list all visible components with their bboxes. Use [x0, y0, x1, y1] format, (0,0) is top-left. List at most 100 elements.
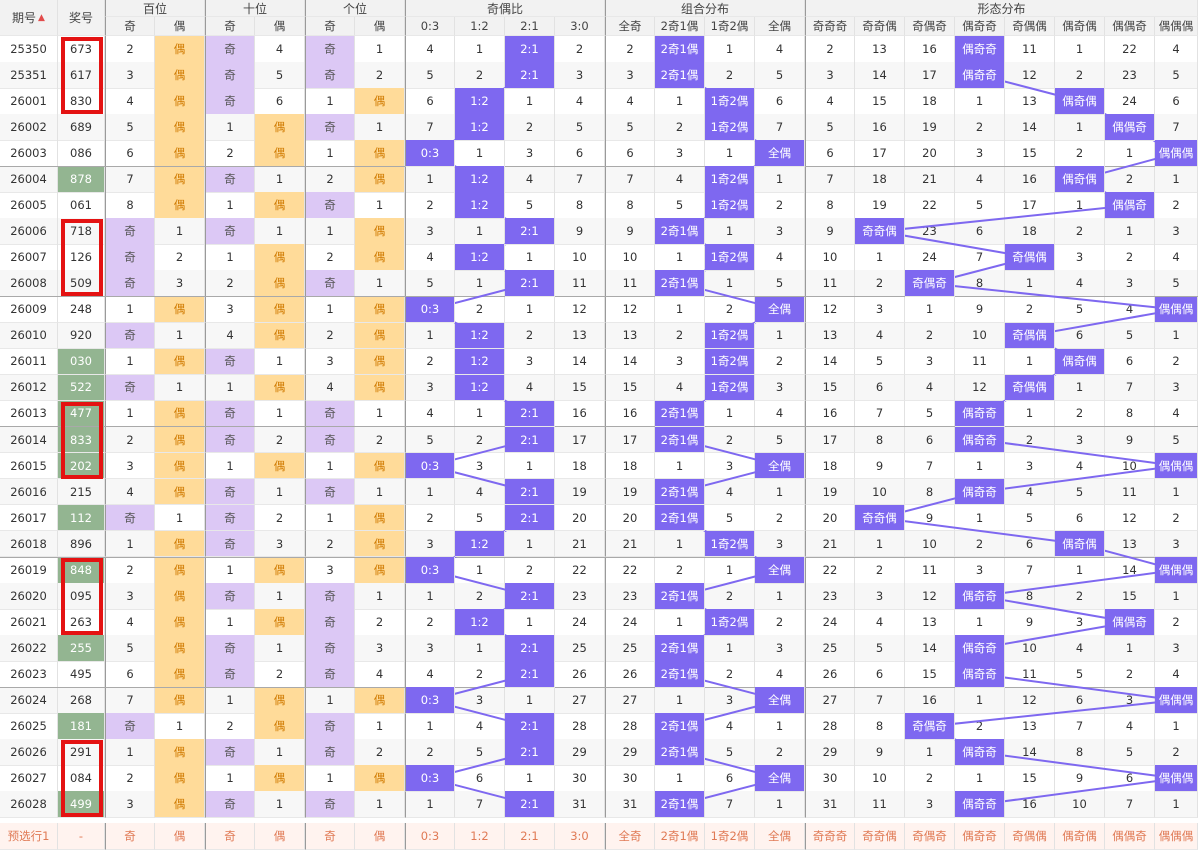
combo-cell: 5	[605, 114, 655, 141]
ratio-cell: 1:2	[455, 88, 505, 115]
shape-cell: 10	[955, 322, 1005, 350]
sub-header-combo-3: 全偶	[755, 17, 805, 36]
ratio-cell: 5	[405, 426, 455, 454]
prediction-option[interactable]: 2:1	[505, 823, 555, 850]
shape-cell: 3	[855, 583, 905, 610]
digit-parity-cell: 3	[105, 791, 155, 818]
prediction-option[interactable]: 3:0	[555, 823, 605, 850]
issue-cell: 26016	[0, 478, 58, 506]
shape-cell: 17	[905, 62, 955, 89]
ratio-cell: 2	[505, 114, 555, 141]
sub-header-ratio-3: 3:0	[555, 17, 605, 36]
prediction-option[interactable]: 奇偶奇	[905, 823, 955, 850]
sub-header-shape-7: 偶偶偶	[1155, 17, 1198, 36]
combo-cell: 1奇2偶	[705, 88, 755, 115]
digit-parity-cell: 1	[255, 583, 305, 610]
ratio-cell: 1:2	[455, 322, 505, 350]
prediction-option[interactable]: 偶奇偶	[1055, 823, 1105, 850]
digit-parity-cell: 7	[105, 166, 155, 193]
sub-header-shape-0: 奇奇奇	[805, 17, 855, 36]
shape-cell: 偶偶偶	[1155, 687, 1198, 714]
shape-cell: 奇偶偶	[1005, 374, 1055, 402]
digit-parity-cell: 奇	[305, 192, 355, 219]
combo-cell: 9	[605, 218, 655, 245]
ratio-cell: 2:1	[505, 270, 555, 297]
shape-cell: 2	[1055, 218, 1105, 245]
ratio-cell: 5	[405, 62, 455, 89]
ratio-cell: 13	[555, 322, 605, 350]
shape-cell: 23	[1105, 62, 1155, 89]
prediction-option[interactable]: 偶偶偶	[1155, 823, 1198, 850]
combo-cell: 5	[755, 426, 805, 454]
prediction-option[interactable]: 2奇1偶	[655, 823, 705, 850]
sort-arrow-icon[interactable]: ▲	[38, 12, 45, 23]
ratio-cell: 2:1	[505, 62, 555, 89]
prediction-option[interactable]: 偶偶奇	[1105, 823, 1155, 850]
shape-cell: 偶偶偶	[1155, 140, 1198, 167]
shape-cell: 4	[1055, 635, 1105, 662]
combo-cell: 31	[605, 791, 655, 818]
shape-cell: 1	[1105, 635, 1155, 662]
shape-cell: 12	[955, 374, 1005, 402]
group-header-units: 个位	[305, 0, 405, 17]
digit-parity-cell: 1	[355, 114, 405, 141]
prediction-option[interactable]: 奇奇奇	[805, 823, 855, 850]
combo-cell: 全偶	[755, 557, 805, 584]
sub-header-even: 偶	[355, 17, 405, 36]
row-group-divider	[0, 165, 1198, 167]
group-header-combo: 组合分布	[605, 0, 805, 17]
ratio-cell: 7	[555, 166, 605, 193]
shape-cell: 9	[1105, 426, 1155, 454]
ratio-cell: 1:2	[455, 530, 505, 558]
column-header-draw: 奖号	[58, 0, 105, 36]
prediction-option[interactable]: 奇	[105, 823, 155, 850]
combo-cell: 2奇1偶	[655, 713, 705, 740]
column-header-issue[interactable]: 期号 ▲	[0, 0, 58, 36]
prediction-option[interactable]: 1奇2偶	[705, 823, 755, 850]
prediction-row-label[interactable]: 预选行1	[0, 823, 58, 850]
group-header-shape: 形态分布	[805, 0, 1198, 17]
combo-cell: 19	[605, 478, 655, 506]
sub-header-combo-1: 2奇1偶	[655, 17, 705, 36]
shape-cell: 偶奇奇	[955, 400, 1005, 428]
shape-cell: 5	[1055, 478, 1105, 506]
draw-number-cell: 268	[58, 687, 105, 714]
draw-number-cell: 833	[58, 426, 105, 454]
draw-number-cell: 522	[58, 374, 105, 402]
digit-parity-cell: 3	[355, 635, 405, 662]
shape-cell: 5	[805, 114, 855, 141]
digit-parity-cell: 奇	[205, 635, 255, 662]
shape-cell: 9	[855, 739, 905, 766]
prediction-option[interactable]: 偶	[255, 823, 305, 850]
sub-header-odd: 奇	[205, 17, 255, 36]
prediction-option[interactable]: 0:3	[405, 823, 455, 850]
ratio-cell: 2:1	[505, 791, 555, 818]
digit-parity-cell: 偶	[355, 218, 405, 245]
shape-cell: 17	[805, 426, 855, 454]
digit-parity-cell: 奇	[205, 218, 255, 245]
ratio-cell: 0:3	[405, 140, 455, 167]
combo-cell: 2	[655, 322, 705, 350]
combo-cell: 全偶	[755, 765, 805, 792]
ratio-cell: 1	[405, 478, 455, 506]
prediction-option[interactable]: 偶奇奇	[955, 823, 1005, 850]
prediction-option[interactable]: 奇偶偶	[1005, 823, 1055, 850]
combo-cell: 1	[755, 583, 805, 610]
prediction-option[interactable]: 奇	[205, 823, 255, 850]
digit-parity-cell: 偶	[355, 557, 405, 584]
digit-parity-cell: 2	[355, 62, 405, 89]
shape-cell: 偶偶偶	[1155, 557, 1198, 584]
prediction-option[interactable]: 全偶	[755, 823, 805, 850]
prediction-option[interactable]: 全奇	[605, 823, 655, 850]
prediction-option[interactable]: 偶	[355, 823, 405, 850]
digit-parity-cell: 奇	[305, 426, 355, 454]
draw-number-cell: 255	[58, 635, 105, 662]
shape-cell: 1	[1155, 322, 1198, 350]
ratio-cell: 29	[555, 739, 605, 766]
digit-parity-cell: 4	[305, 374, 355, 402]
sub-header-ratio-2: 2:1	[505, 17, 555, 36]
combo-cell: 2奇1偶	[655, 478, 705, 506]
issue-cell: 26022	[0, 635, 58, 662]
shape-cell: 4	[905, 374, 955, 402]
combo-cell: 2奇1偶	[655, 583, 705, 610]
